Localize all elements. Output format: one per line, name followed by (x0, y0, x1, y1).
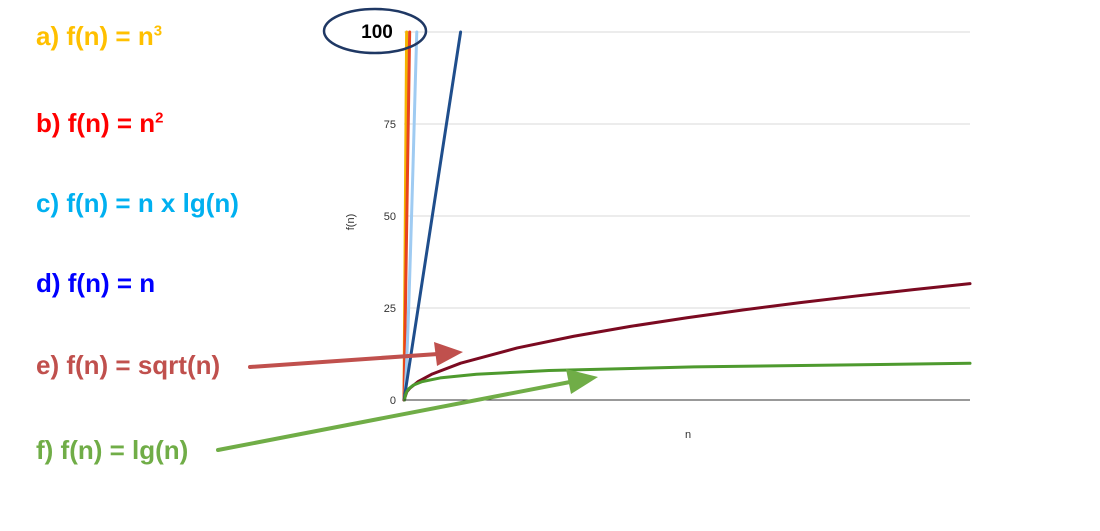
y-tick-25: 25 (384, 303, 396, 315)
gridlines (404, 31, 970, 309)
label-lg-n-text: f) f(n) = lg(n) (36, 435, 189, 465)
label-n-text: d) f(n) = n (36, 268, 156, 298)
sqrt-arrow-shaft (248, 352, 440, 369)
y-tick-75: 75 (384, 119, 396, 131)
label-n-squared-exponent: 2 (155, 109, 164, 127)
y-tick-50: 50 (384, 211, 396, 223)
series-line-sqrt (402, 282, 972, 402)
series-line-n2 (402, 30, 412, 402)
label-n-cubed-exponent: 3 (153, 22, 163, 40)
y-tick-labels: 0 25 50 75 (384, 119, 396, 407)
series-lines (402, 30, 972, 402)
label-lg-n: f) f(n) = lg(n) (36, 435, 188, 465)
y-axis-label: f(n) (345, 214, 357, 231)
lg-arrowhead (566, 369, 598, 394)
x-axis-label: n (685, 429, 691, 441)
label-n-squared: b) f(n) = n2 (36, 108, 163, 138)
label-n-log-n: c) f(n) = n x lg(n) (36, 188, 239, 218)
series-line-n (402, 30, 463, 402)
series-line-lg (403, 361, 972, 402)
sqrt-arrowhead (434, 342, 463, 366)
label-n: d) f(n) = n (36, 268, 155, 298)
label-n-squared-text: b) f(n) = n (36, 108, 156, 138)
label-sqrt-n-text: e) f(n) = sqrt(n) (36, 350, 221, 380)
series-line-nlgn (402, 30, 419, 402)
label-n-cubed: a) f(n) = n3 (36, 21, 162, 51)
highlight-value: 100 (361, 22, 393, 43)
highlight-ellipse (322, 7, 428, 55)
y-tick-0: 0 (390, 395, 396, 407)
lg-arrow-shaft (216, 380, 572, 452)
label-n-log-n-text: c) f(n) = n x lg(n) (36, 188, 239, 218)
label-n-cubed-text: a) f(n) = n (36, 21, 154, 51)
annotation-arrows (216, 342, 598, 452)
label-sqrt-n: e) f(n) = sqrt(n) (36, 350, 220, 380)
